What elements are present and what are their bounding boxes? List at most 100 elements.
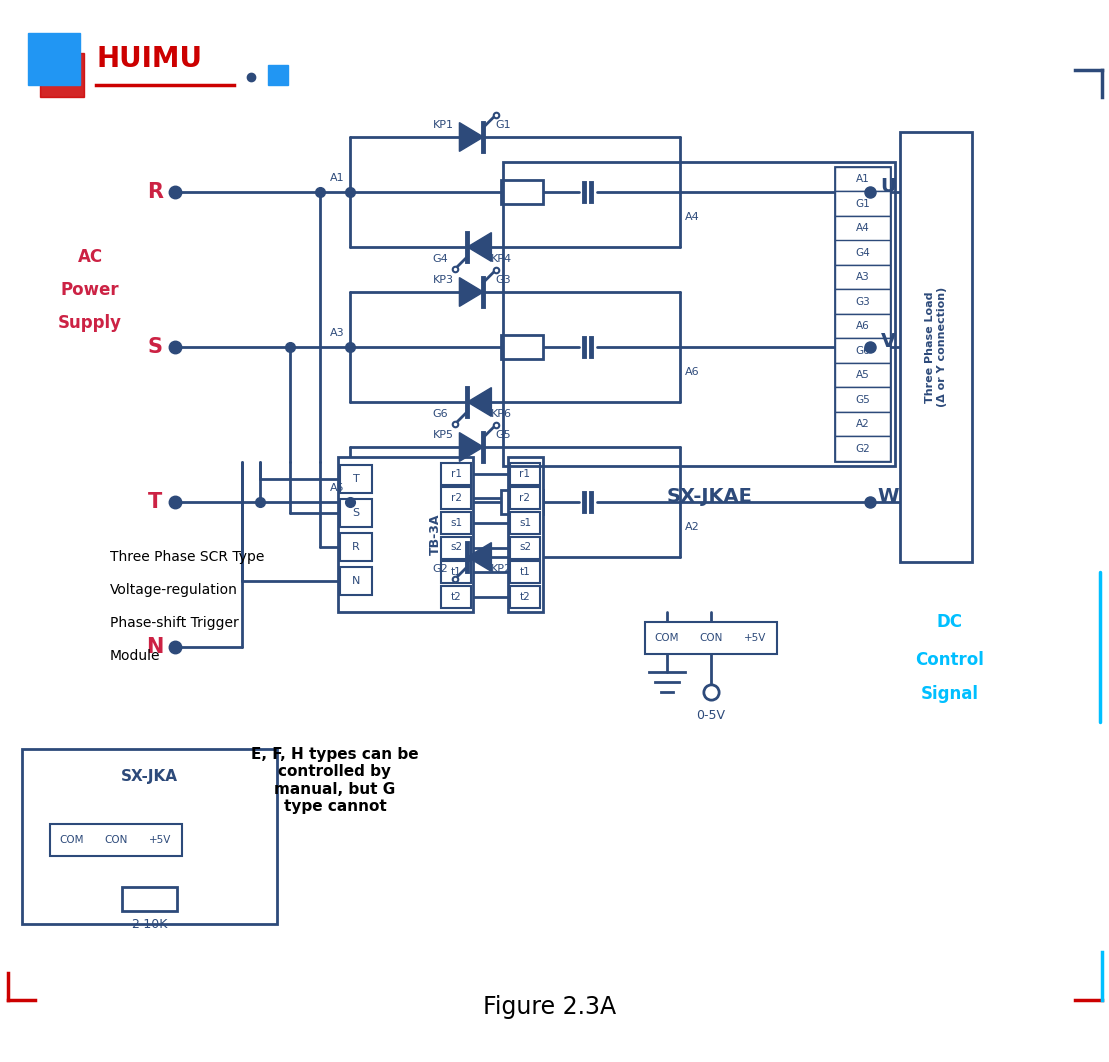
Text: U: U — [881, 177, 896, 196]
Text: r2: r2 — [519, 494, 530, 503]
Bar — [340, 499, 372, 527]
Text: CON: CON — [104, 835, 128, 845]
Bar — [508, 457, 543, 612]
Bar — [122, 887, 177, 911]
Text: 0-5V: 0-5V — [696, 709, 725, 722]
Bar — [510, 463, 540, 485]
Text: Power: Power — [61, 281, 120, 299]
Text: A5: A5 — [856, 371, 869, 380]
Bar — [835, 290, 891, 314]
Text: G4: G4 — [855, 247, 869, 258]
Bar — [28, 33, 80, 85]
Bar — [510, 561, 540, 583]
Bar — [901, 132, 971, 562]
Text: A5: A5 — [330, 483, 345, 493]
Text: G3: G3 — [855, 296, 869, 307]
Bar — [22, 749, 277, 924]
Bar — [340, 533, 372, 561]
Text: W: W — [877, 487, 898, 507]
Bar — [40, 53, 84, 97]
Text: A3: A3 — [330, 328, 345, 338]
Bar — [835, 167, 891, 191]
Text: 2-10K: 2-10K — [131, 918, 167, 930]
Text: A3: A3 — [856, 272, 869, 282]
Bar — [268, 65, 288, 85]
Polygon shape — [467, 388, 491, 416]
Bar — [510, 585, 540, 607]
Text: COM: COM — [60, 835, 84, 845]
Text: Supply: Supply — [58, 314, 122, 332]
Bar — [835, 314, 891, 339]
Bar — [835, 339, 891, 363]
Text: AC: AC — [78, 249, 102, 266]
Bar — [645, 622, 777, 654]
Bar — [50, 824, 182, 856]
Bar — [441, 512, 471, 534]
Text: G6: G6 — [433, 409, 448, 419]
Text: Signal: Signal — [920, 685, 979, 703]
Text: SX-JKAE: SX-JKAE — [667, 487, 753, 507]
Text: s2: s2 — [450, 543, 462, 552]
Text: A2: A2 — [856, 419, 869, 429]
Text: r1: r1 — [450, 469, 461, 479]
Bar — [503, 162, 895, 466]
Text: KP3: KP3 — [433, 275, 454, 285]
Text: V: V — [881, 332, 896, 352]
Text: t2: t2 — [450, 592, 461, 601]
Polygon shape — [467, 233, 491, 261]
Polygon shape — [467, 543, 491, 571]
Bar — [441, 561, 471, 583]
Text: +5V: +5V — [744, 633, 766, 643]
Text: r2: r2 — [450, 494, 461, 503]
Text: G2: G2 — [433, 564, 448, 573]
Text: KP2: KP2 — [491, 564, 512, 573]
Text: s1: s1 — [519, 518, 531, 528]
Text: A1: A1 — [330, 173, 345, 183]
Text: N: N — [352, 576, 360, 586]
Bar — [441, 585, 471, 607]
Text: A4: A4 — [685, 212, 700, 222]
Bar — [835, 240, 891, 266]
Text: t1: t1 — [520, 567, 530, 577]
Text: G6: G6 — [855, 346, 869, 356]
Text: A4: A4 — [856, 223, 869, 234]
Text: r1: r1 — [519, 469, 530, 479]
Text: G1: G1 — [855, 199, 869, 209]
Bar — [835, 388, 891, 412]
Text: KP1: KP1 — [433, 120, 454, 130]
Text: COM: COM — [654, 633, 679, 643]
Text: t1: t1 — [450, 567, 461, 577]
Text: KP5: KP5 — [433, 430, 454, 440]
Bar — [441, 463, 471, 485]
Text: CON: CON — [700, 633, 723, 643]
Text: Figure 2.3A: Figure 2.3A — [484, 995, 617, 1020]
Text: G5: G5 — [855, 395, 869, 405]
Bar — [835, 436, 891, 461]
Bar — [835, 167, 891, 461]
Polygon shape — [459, 277, 484, 307]
Text: G1: G1 — [496, 120, 511, 130]
Bar — [510, 512, 540, 534]
Bar — [340, 567, 372, 595]
Text: T: T — [353, 474, 359, 484]
Text: G4: G4 — [433, 254, 448, 264]
Text: Three Phase Load
(Δ or Y connection): Three Phase Load (Δ or Y connection) — [925, 287, 947, 407]
Polygon shape — [459, 122, 484, 152]
Polygon shape — [459, 432, 484, 461]
Bar — [510, 487, 540, 510]
Bar — [835, 191, 891, 216]
Text: Phase-shift Trigger: Phase-shift Trigger — [110, 616, 238, 630]
Text: G3: G3 — [496, 275, 511, 285]
Bar — [835, 363, 891, 388]
Bar — [441, 487, 471, 510]
Text: SX-JKA: SX-JKA — [121, 770, 179, 785]
Text: G5: G5 — [496, 430, 511, 440]
Bar — [835, 266, 891, 290]
Text: HUIMU: HUIMU — [96, 45, 202, 73]
Text: A1: A1 — [856, 174, 869, 184]
Bar — [340, 465, 372, 493]
Text: KP4: KP4 — [491, 254, 512, 264]
Text: KP6: KP6 — [491, 409, 512, 419]
Bar — [835, 412, 891, 436]
Text: DC: DC — [937, 613, 963, 631]
